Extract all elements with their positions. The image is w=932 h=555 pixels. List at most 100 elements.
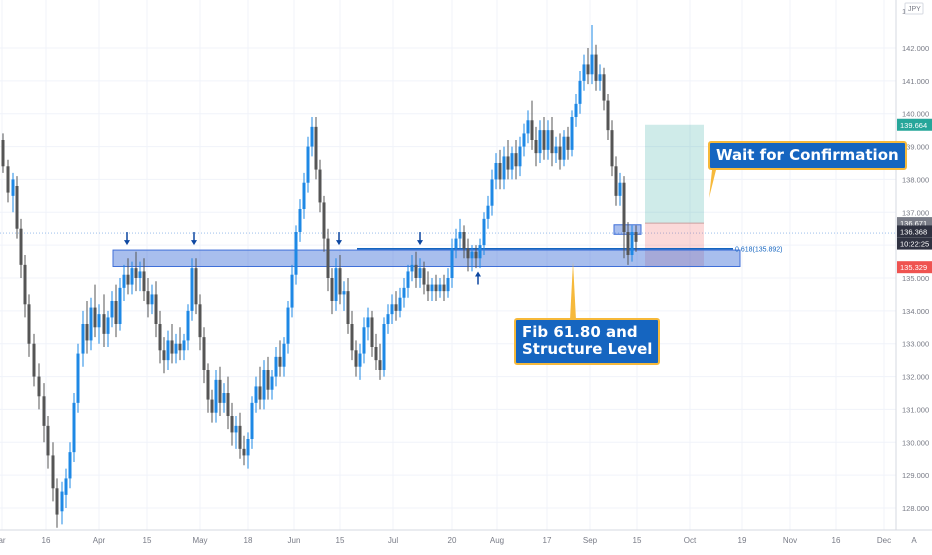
y-tick-label: 135.000: [902, 274, 929, 283]
candle-body: [226, 393, 230, 416]
x-tick-label: Dec: [877, 536, 891, 545]
target-price-tag: 139.664: [900, 121, 927, 130]
candle-body: [182, 340, 186, 351]
last-price-tag-bg: [897, 225, 932, 238]
candle-body: [1, 140, 5, 167]
candle-body: [594, 54, 598, 81]
candle-body: [298, 209, 302, 232]
auto-scale-button: A: [911, 536, 917, 545]
candle-body: [626, 232, 630, 255]
candle-body: [362, 327, 366, 354]
fib-structure-callout: Fib 61.80 and Structure Level: [514, 318, 661, 365]
candle-body: [15, 186, 19, 229]
candle-body: [186, 310, 190, 341]
candle-body: [550, 130, 554, 154]
candle-body: [346, 291, 350, 324]
candle-body: [394, 304, 398, 311]
candle-body: [102, 314, 106, 334]
up-arrow-icon: [475, 271, 481, 277]
candle-body: [51, 455, 55, 489]
candle-body: [318, 169, 322, 203]
candle-body: [210, 399, 214, 413]
candle-body: [398, 297, 402, 311]
candle-body: [470, 251, 474, 259]
candle-body: [142, 271, 146, 292]
markers: [124, 170, 716, 320]
candle-body: [274, 356, 278, 377]
x-tick-label: 16: [832, 536, 841, 545]
x-tick-label: Aug: [490, 536, 504, 545]
candle-body: [150, 294, 154, 305]
x-tick-label: 19: [738, 536, 747, 545]
candle-body: [466, 248, 470, 259]
candle-body: [618, 182, 622, 196]
stop-price-tag-bg: [897, 261, 932, 274]
candle-body: [19, 228, 23, 265]
candle-body: [158, 324, 162, 351]
candle-body: [330, 278, 334, 301]
down-arrow-icon: [417, 240, 423, 246]
candle-body: [418, 268, 422, 278]
candle-body: [326, 238, 330, 278]
candle-body: [202, 337, 206, 370]
x-tick-label: Apr: [93, 536, 106, 545]
wait-pointer: [709, 170, 716, 198]
candle-body: [190, 268, 194, 311]
candle-body: [230, 416, 234, 433]
candle-body: [242, 448, 246, 456]
candle-body: [246, 439, 250, 456]
candle-body: [89, 307, 93, 341]
candle-body: [586, 64, 590, 75]
candle-body: [214, 379, 218, 413]
candle-body: [422, 268, 426, 285]
candle-body: [474, 251, 478, 259]
stop-zone: [645, 223, 704, 268]
x-tick-label: 17: [543, 536, 552, 545]
candle-body: [478, 245, 482, 259]
candle-body: [126, 274, 130, 285]
candle-body: [118, 287, 122, 324]
candle-body: [406, 271, 410, 288]
candle-body: [55, 488, 59, 515]
candle-body: [434, 284, 438, 292]
countdown-tag-bg: [897, 237, 932, 250]
candle-body: [494, 163, 498, 180]
fib-label-line1: Fib 61.80 and: [522, 323, 638, 341]
candle-body: [270, 376, 274, 390]
candle-body: [110, 301, 114, 318]
candle-body: [518, 146, 522, 167]
candle-body: [582, 64, 586, 81]
down-arrow-icon: [336, 240, 342, 246]
candle-body: [290, 274, 294, 308]
entry-price-tag: 136.671: [900, 219, 927, 228]
candle-body: [218, 379, 222, 403]
x-tick-label: Oct: [684, 536, 697, 545]
y-tick-label: 141.000: [902, 77, 929, 86]
candle-body: [238, 425, 242, 449]
structure-zone: [112, 249, 741, 267]
candle-body: [374, 347, 378, 361]
candle-body: [438, 284, 442, 292]
candle-body: [314, 126, 318, 170]
candle-body: [514, 153, 518, 167]
candle-body: [566, 136, 570, 150]
x-tick-label: 20: [448, 536, 457, 545]
currency-label: JPY: [908, 6, 921, 13]
candle-body: [134, 268, 138, 278]
candle-body: [72, 402, 76, 453]
candle-body: [258, 386, 262, 400]
candle-body: [502, 156, 506, 180]
x-tick-label: Nov: [783, 536, 797, 545]
candle-body: [114, 301, 118, 324]
candle-body: [302, 182, 306, 209]
candle-body: [450, 248, 454, 278]
candle-body: [266, 370, 270, 390]
candle-body: [32, 343, 36, 377]
y-tick-label: 128.000: [902, 504, 929, 513]
wait-for-confirmation-callout: Wait for Confirmation: [708, 141, 907, 171]
y-tick-label: 131.000: [902, 405, 929, 414]
candle-body: [170, 340, 174, 354]
